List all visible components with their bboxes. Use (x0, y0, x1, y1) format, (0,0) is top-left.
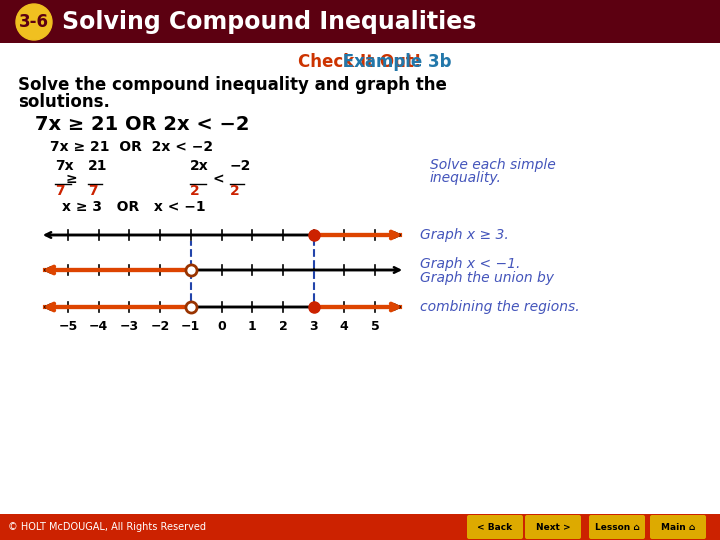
Text: −4: −4 (89, 320, 108, 333)
Text: 3-6: 3-6 (19, 13, 49, 31)
FancyBboxPatch shape (589, 515, 645, 539)
Text: 7: 7 (55, 184, 65, 198)
Text: 7x: 7x (55, 159, 73, 173)
Text: −2: −2 (150, 320, 170, 333)
Text: 21: 21 (88, 159, 107, 173)
Text: Graph x < −1.: Graph x < −1. (420, 257, 521, 271)
Text: 7: 7 (88, 184, 98, 198)
Text: 0: 0 (217, 320, 226, 333)
Text: inequality.: inequality. (430, 171, 502, 185)
Text: 5: 5 (371, 320, 379, 333)
Text: 2x: 2x (190, 159, 209, 173)
FancyBboxPatch shape (525, 515, 581, 539)
Text: <: < (212, 172, 224, 186)
Circle shape (16, 4, 52, 40)
FancyBboxPatch shape (0, 514, 720, 540)
Text: Solve the compound inequality and graph the: Solve the compound inequality and graph … (18, 76, 447, 94)
Text: 7x ≥ 21  OR  2x < −2: 7x ≥ 21 OR 2x < −2 (50, 140, 213, 154)
Text: Graph x ≥ 3.: Graph x ≥ 3. (420, 228, 509, 242)
Text: 3: 3 (310, 320, 318, 333)
Text: Example 3b: Example 3b (269, 53, 451, 71)
Text: 2: 2 (279, 320, 287, 333)
Text: −3: −3 (120, 320, 139, 333)
Text: ≥: ≥ (66, 172, 77, 186)
Text: Next >: Next > (536, 523, 570, 531)
Text: Solve each simple: Solve each simple (430, 158, 556, 172)
Text: −2: −2 (230, 159, 251, 173)
FancyBboxPatch shape (0, 0, 720, 43)
FancyBboxPatch shape (467, 515, 523, 539)
FancyBboxPatch shape (650, 515, 706, 539)
Text: 1: 1 (248, 320, 256, 333)
Text: 4: 4 (340, 320, 348, 333)
Text: combining the regions.: combining the regions. (420, 300, 580, 314)
Text: Main ⌂: Main ⌂ (661, 523, 696, 531)
Text: Graph the union by: Graph the union by (420, 271, 554, 285)
Text: © HOLT McDOUGAL, All Rights Reserved: © HOLT McDOUGAL, All Rights Reserved (8, 522, 206, 532)
Text: x ≥ 3   OR   x < −1: x ≥ 3 OR x < −1 (62, 200, 206, 214)
Text: 2: 2 (190, 184, 199, 198)
Text: Lesson ⌂: Lesson ⌂ (595, 523, 639, 531)
Text: < Back: < Back (477, 523, 513, 531)
Text: −1: −1 (181, 320, 200, 333)
Text: −5: −5 (58, 320, 78, 333)
Text: solutions.: solutions. (18, 93, 110, 111)
Text: Solving Compound Inequalities: Solving Compound Inequalities (62, 10, 477, 34)
Text: Check It Out!: Check It Out! (298, 53, 422, 71)
Text: 2: 2 (230, 184, 240, 198)
Text: 7x ≥ 21 OR 2x < −2: 7x ≥ 21 OR 2x < −2 (35, 116, 250, 134)
